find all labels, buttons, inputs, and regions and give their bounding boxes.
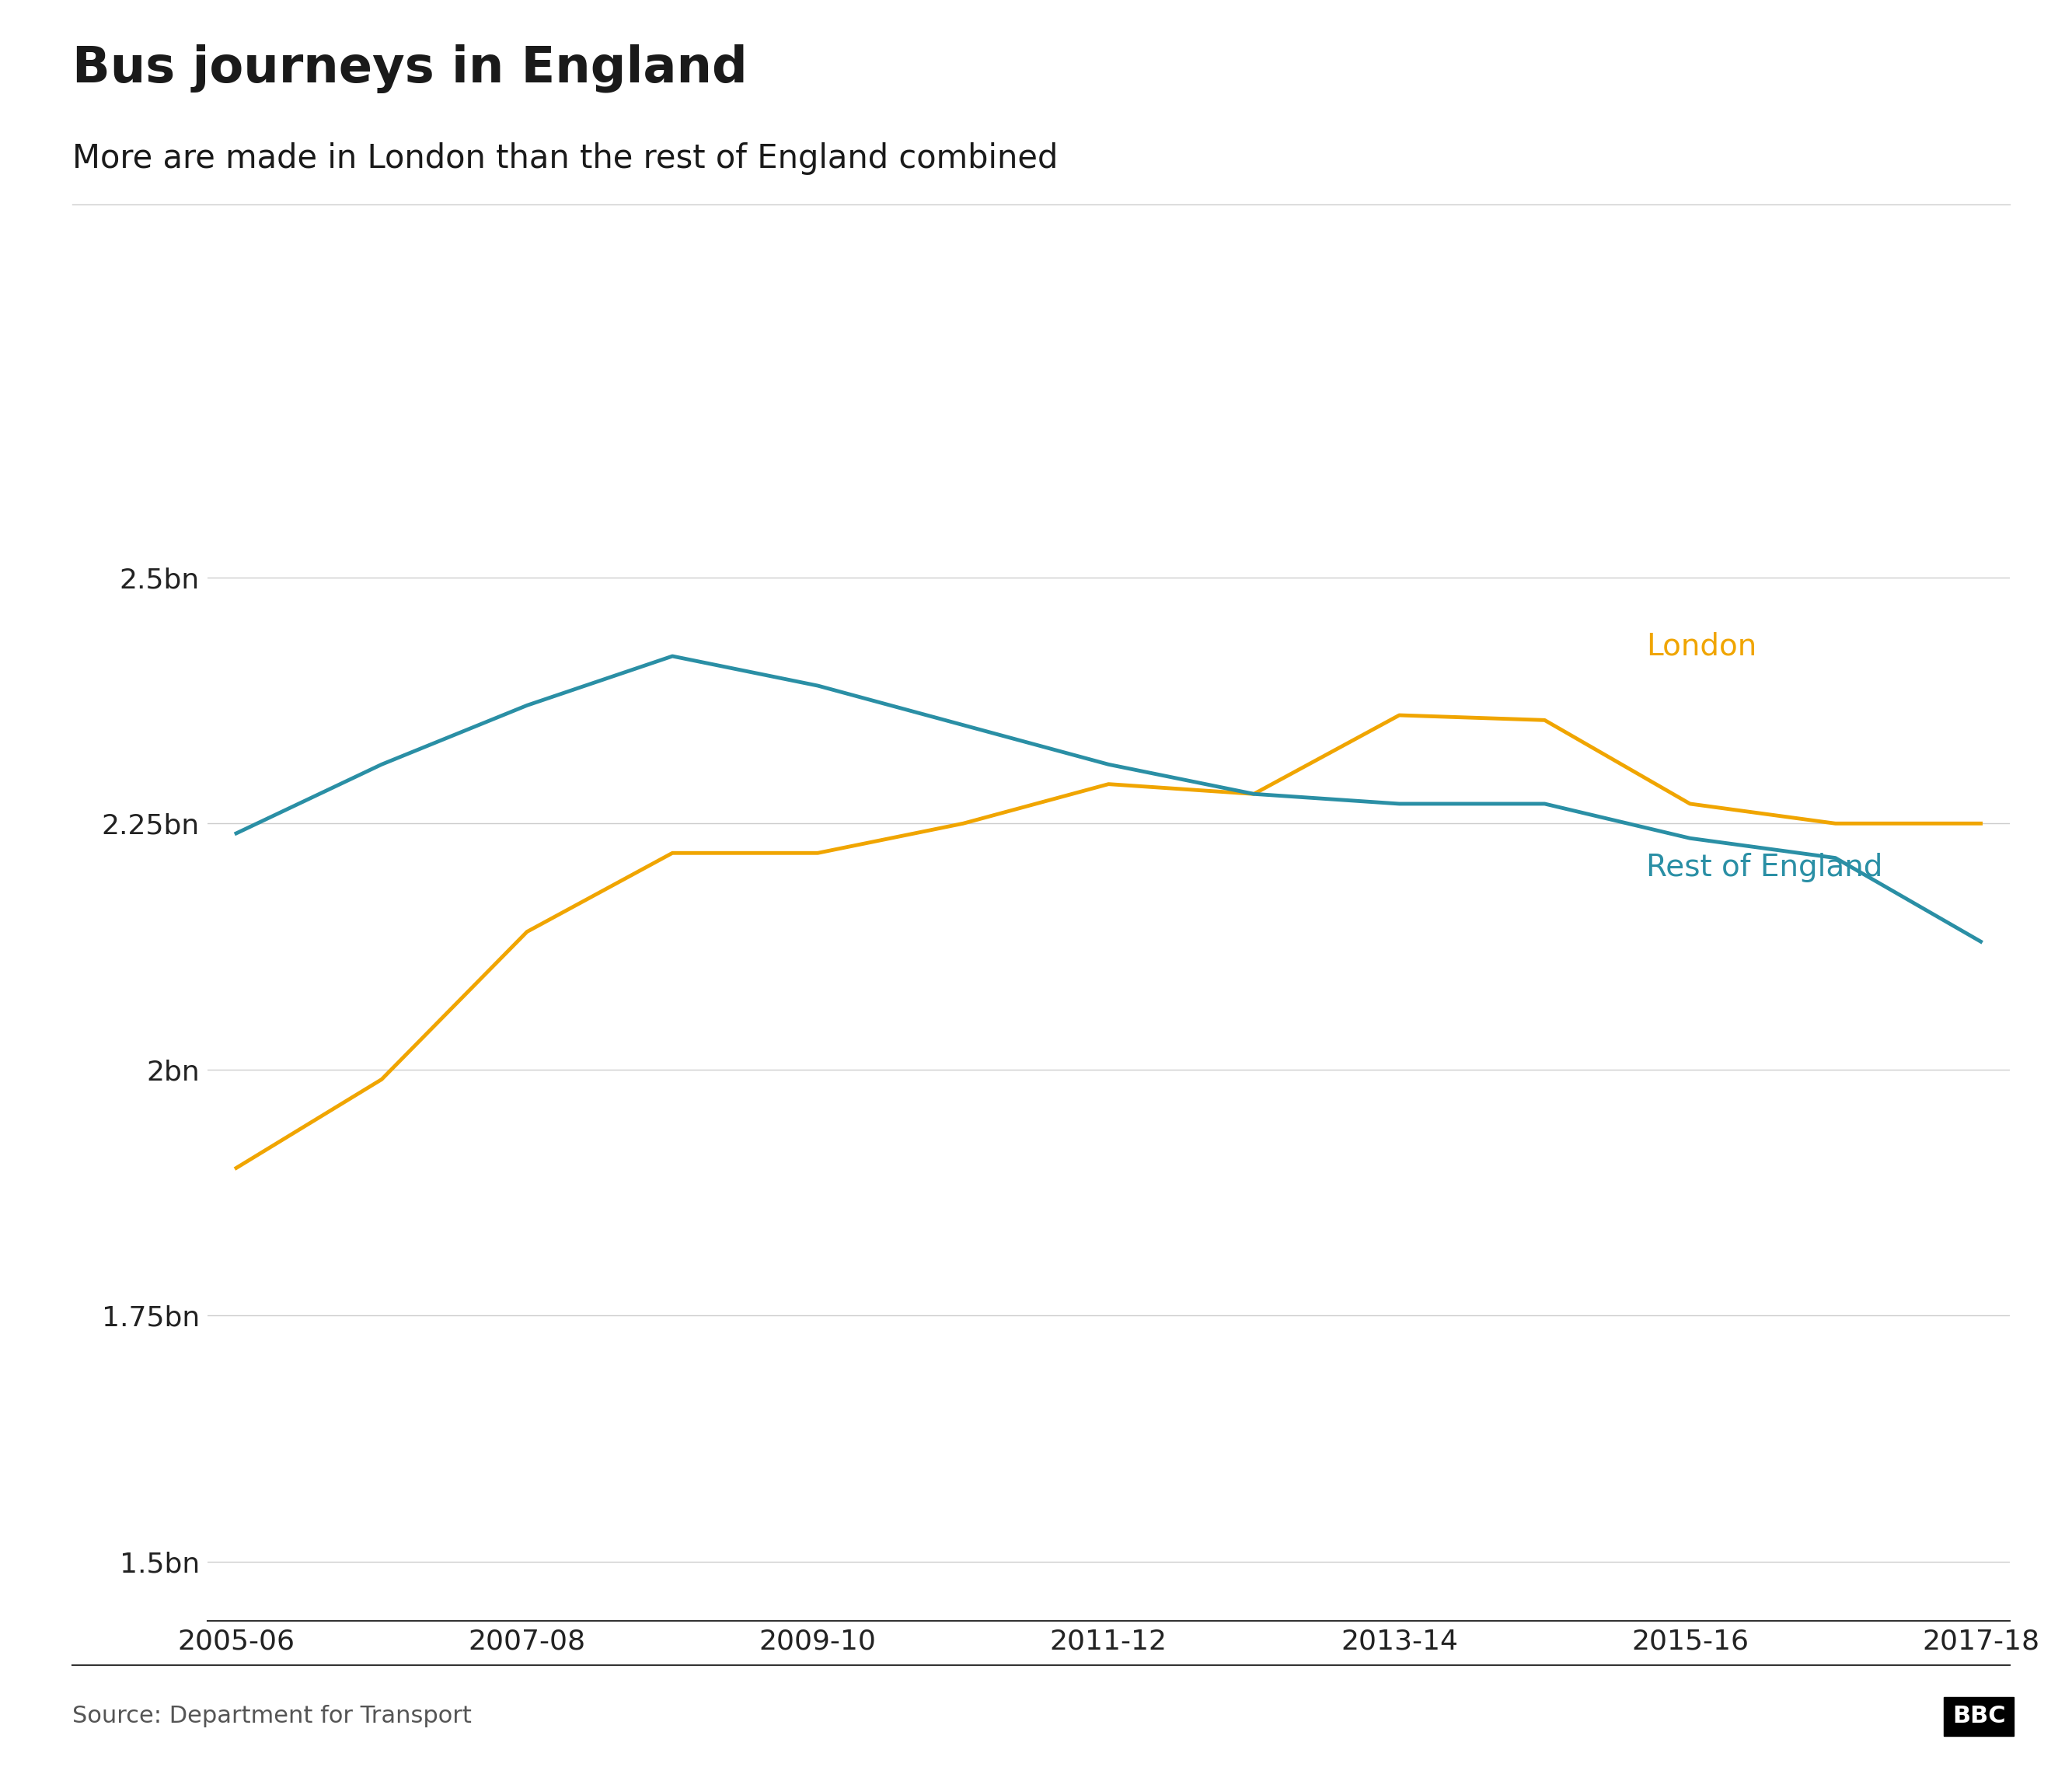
Text: More are made in London than the rest of England combined: More are made in London than the rest of… bbox=[73, 142, 1059, 175]
Text: Rest of England: Rest of England bbox=[1647, 853, 1883, 883]
Text: BBC: BBC bbox=[1952, 1704, 2006, 1728]
Text: Bus journeys in England: Bus journeys in England bbox=[73, 45, 748, 93]
Text: London: London bbox=[1647, 632, 1757, 661]
Text: Source: Department for Transport: Source: Department for Transport bbox=[73, 1704, 472, 1728]
